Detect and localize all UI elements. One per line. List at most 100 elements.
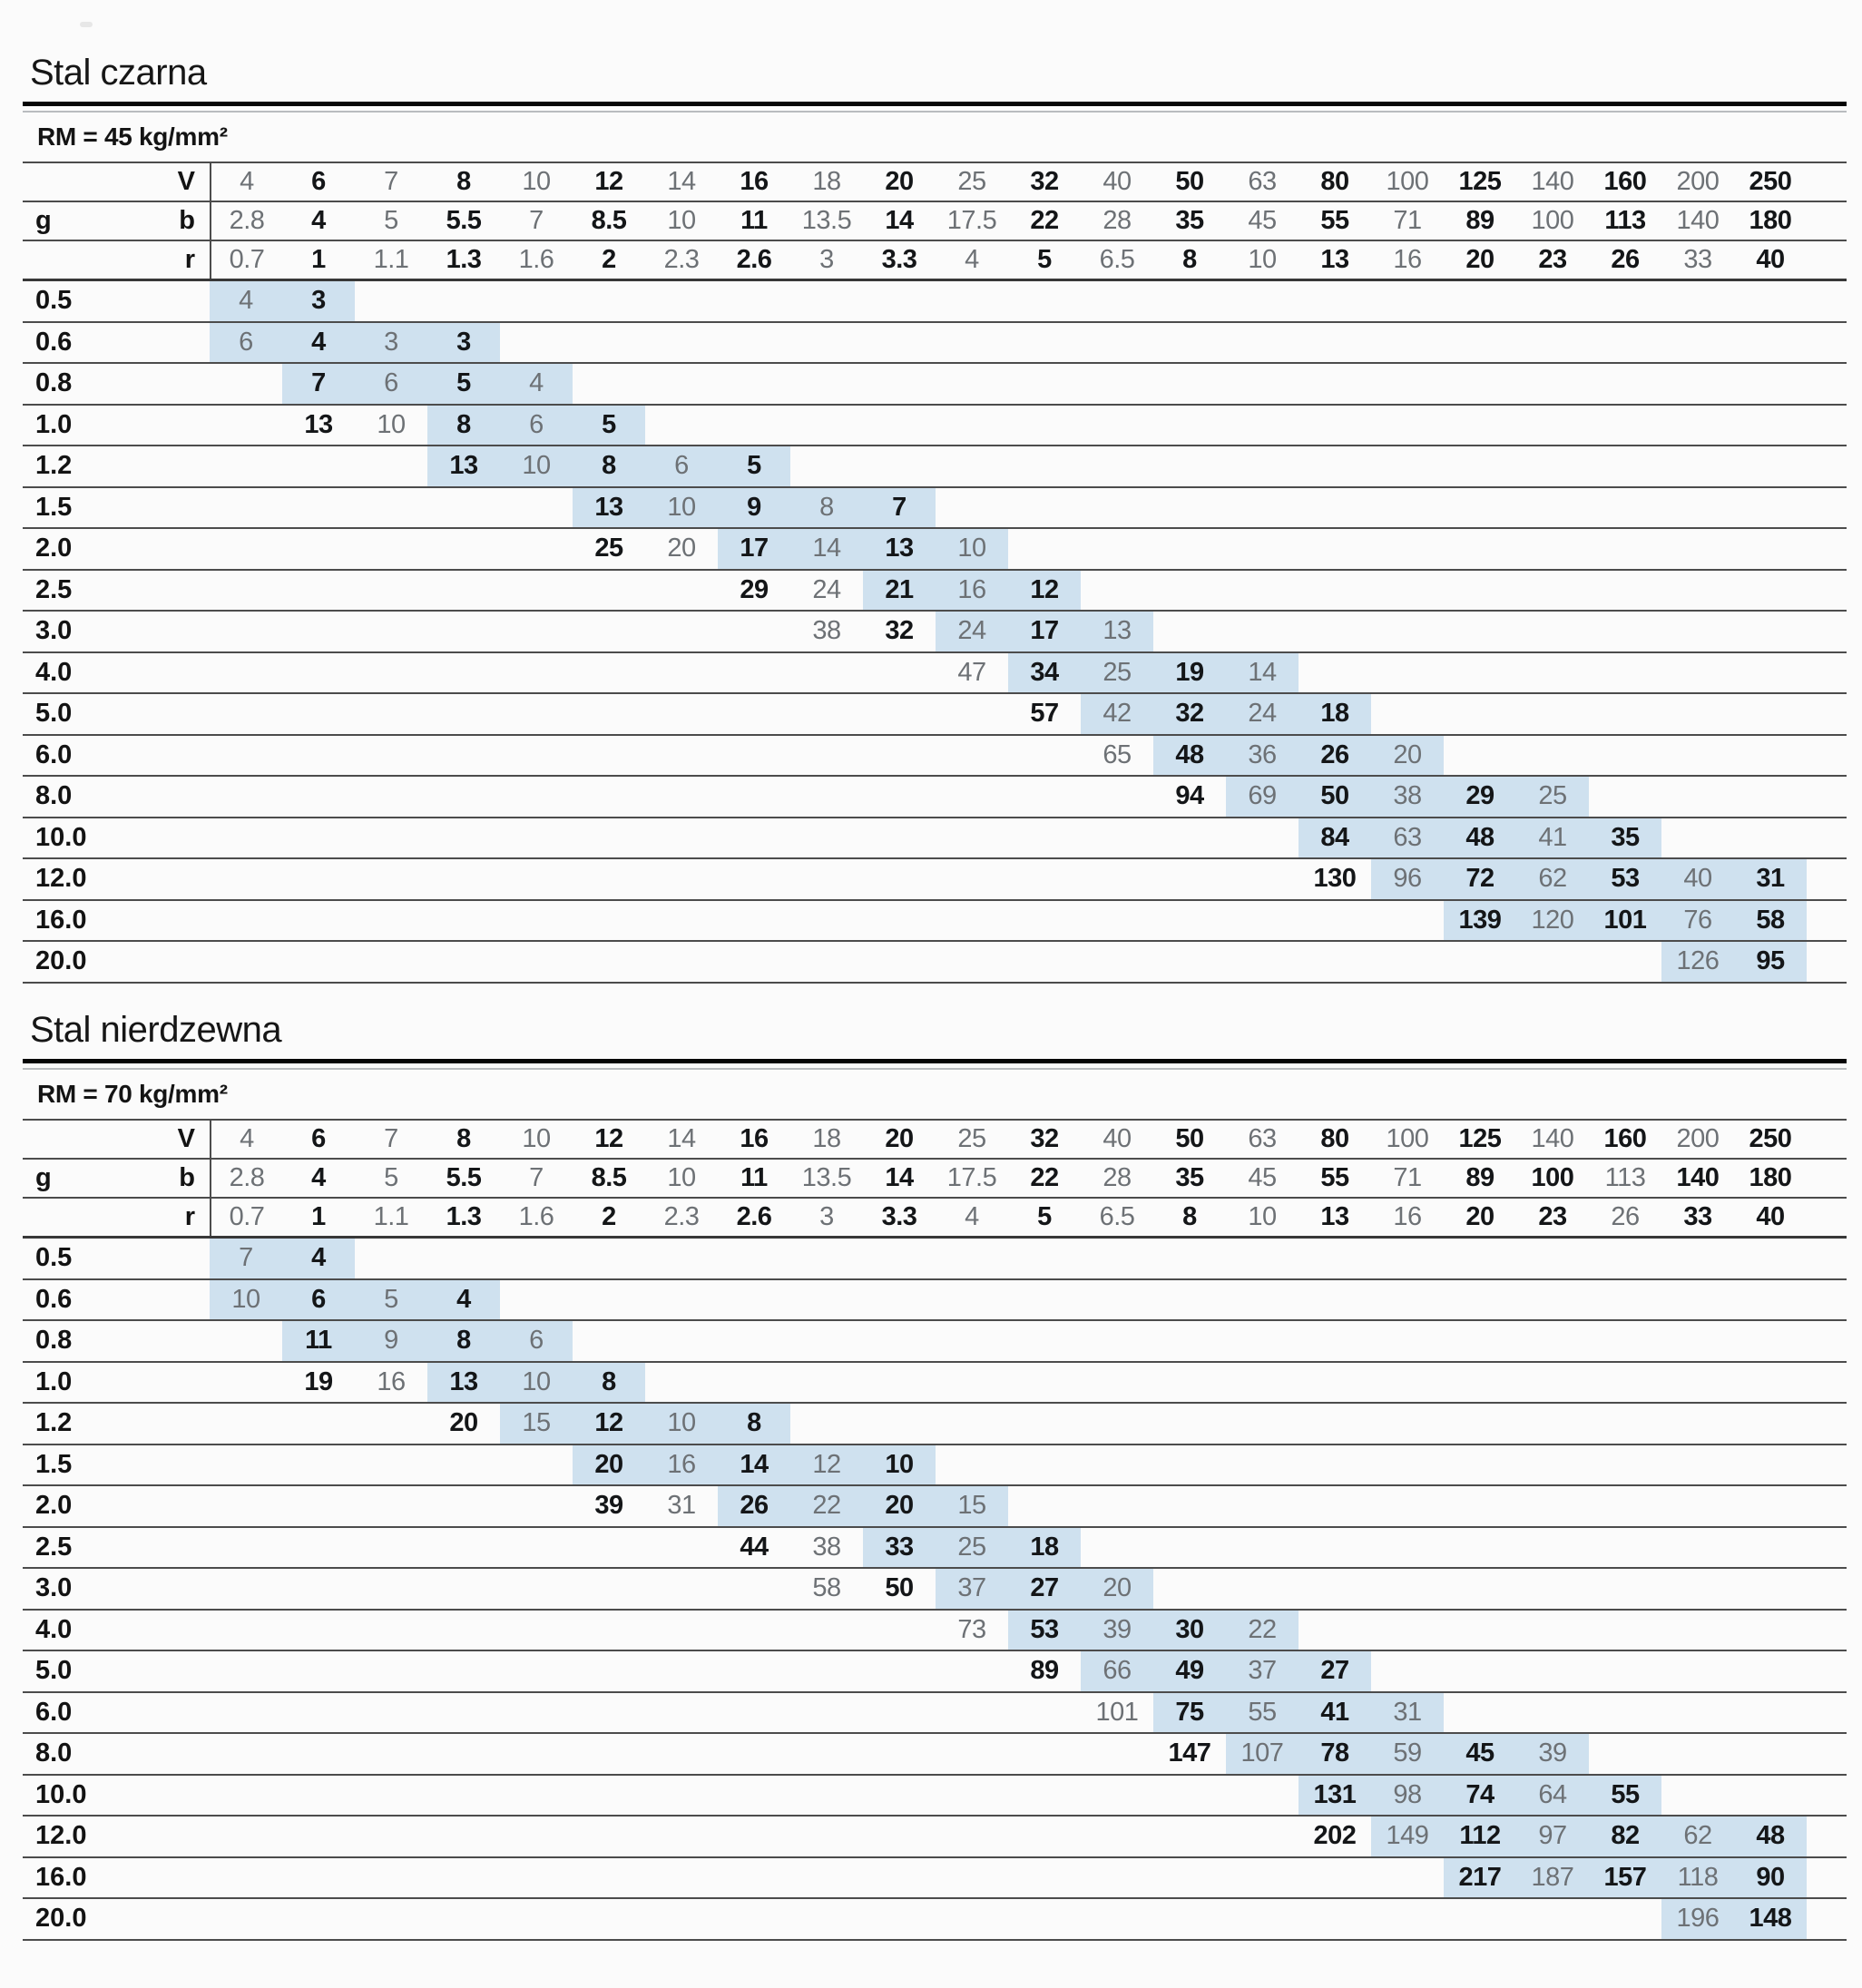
cell-empty [282,1611,355,1650]
cell-empty [645,1734,718,1774]
cell-empty [282,818,355,858]
cell-empty [718,1611,790,1650]
cell-empty [1081,1363,1153,1403]
cell-empty [645,1239,718,1278]
cell-empty [427,736,500,776]
cell-empty [210,1404,282,1444]
cell-empty [1081,1321,1153,1361]
row-filler [1807,406,1847,446]
cell-empty [355,1611,427,1650]
cell-empty [1734,1363,1807,1403]
cell-empty [1226,323,1298,363]
cell-empty [863,406,936,446]
cell-empty [790,1321,863,1361]
cell-value: 66 [1081,1651,1153,1691]
cell-empty [1516,1239,1589,1278]
cell-empty [1444,653,1516,693]
cell-empty [645,406,718,446]
cell-empty [1008,529,1081,569]
table-stal-nierdzewna: Stal nierdzewna RM = 70 kg/mm² V 4 6 7 8 10 12… [23,1007,1847,1941]
row-filler [1807,364,1847,404]
cell-empty [718,1280,790,1320]
cell-empty [1298,1899,1371,1939]
cell-empty [1226,942,1298,982]
cell-value: 21 [863,570,936,610]
cell-value: 48 [1734,1817,1807,1856]
row-filler [1807,942,1847,982]
cell-empty [500,1569,573,1609]
cell-empty [500,571,573,611]
table-row: 0.6 10 6 5 4 [23,1279,1847,1321]
cell-empty [1516,281,1589,321]
cell-empty [355,1651,427,1691]
header-value: 6.5 [1099,1202,1135,1231]
g-axis-label: g [35,1163,52,1192]
cell-value: 6 [500,405,573,445]
cell-value: 13 [427,446,500,486]
row-filler [1807,571,1847,611]
cell-empty [500,901,573,941]
cell-empty [1226,901,1298,941]
cell-empty [863,818,936,858]
row-g-value: 10.0 [35,1779,87,1809]
cell-value: 30 [1153,1610,1226,1650]
cell-empty [790,859,863,899]
cell-empty [1661,694,1734,734]
cell-value: 55 [1226,1692,1298,1732]
cell-empty [1081,818,1153,858]
row-g-value: 1.5 [35,492,73,522]
cell-empty [210,694,282,734]
cell-empty [210,1569,282,1609]
cell-empty [1589,1321,1661,1361]
cell-empty [1516,1321,1589,1361]
header-row-label-r: r [184,1202,195,1231]
row-g-value: 0.8 [35,1326,73,1355]
cell-empty [1734,406,1807,446]
header-value: 1 [311,1202,326,1231]
cell-empty [573,1734,645,1774]
row-filler [1807,901,1847,941]
cell-value: 5 [573,405,645,445]
cell-value: 7 [282,364,355,404]
cell-empty [1081,1486,1153,1526]
cell-empty [1734,446,1807,486]
cell-value: 6 [355,364,427,404]
cell-value: 31 [667,1491,696,1520]
header-rows: V 4 6 7 8 10 12 14 16 18 20 25 32 40 50 63 80 100 125 140 16… [23,162,1847,281]
cell-empty [1589,1445,1661,1485]
header-value: 1.3 [446,1202,482,1231]
cell-empty [863,1404,936,1444]
cell-empty [210,488,282,528]
cell-empty [1734,612,1807,651]
row-filler [1807,446,1847,486]
cell-value: 33 [863,1527,936,1567]
cell-empty [210,1693,282,1733]
cell-empty [790,1404,863,1444]
cell-empty [1371,1528,1444,1568]
header-value: 1.6 [518,245,554,274]
cell-empty [1516,446,1589,486]
cell-empty [1298,1239,1371,1278]
header-value: 13 [1320,1202,1349,1231]
cell-empty [1008,446,1081,486]
cell-empty [1444,1651,1516,1691]
row-filler [1807,488,1847,528]
header-value: 50 [1175,167,1204,196]
cell-empty [427,1239,500,1278]
cell-empty [718,736,790,776]
cell-value: 31 [1371,1692,1444,1732]
row-g-value: 20.0 [35,946,87,975]
cell-empty [790,942,863,982]
cell-empty [718,1776,790,1816]
cell-empty [282,1899,355,1939]
cell-value: 196 [1661,1899,1734,1939]
cell-empty [1298,1486,1371,1526]
cell-value: 20 [573,1444,645,1484]
table-row: 0.8 11 9 8 6 [23,1321,1847,1363]
cell-empty [355,1858,427,1898]
cell-empty [1226,1776,1298,1816]
cell-empty [1008,1321,1081,1361]
cell-empty [1661,818,1734,858]
header-value: 11 [740,1163,768,1192]
cell-value: 10 [500,446,573,486]
